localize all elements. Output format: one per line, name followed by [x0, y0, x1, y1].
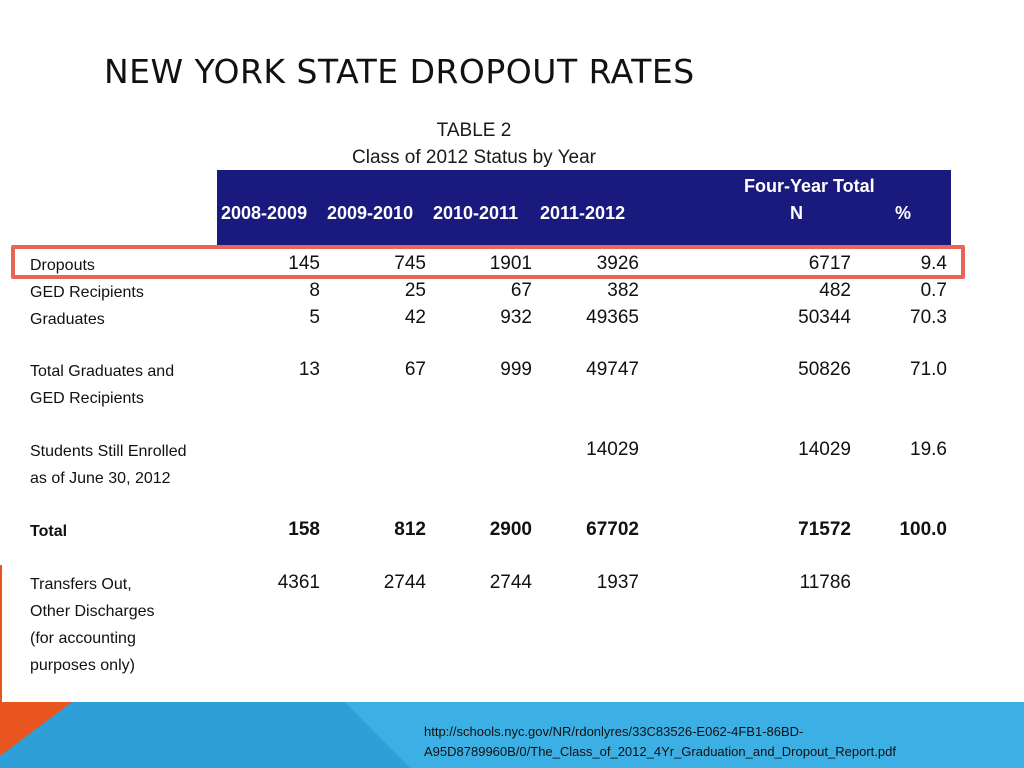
table-cell: 13: [298, 359, 320, 380]
table-cell: 5: [309, 307, 320, 328]
column-header-year: 2010-2011: [433, 203, 519, 223]
row-label: Total: [30, 523, 68, 540]
table-cell: 67: [510, 280, 532, 301]
table-cell: 42: [404, 307, 426, 328]
row-label: Other Discharges: [30, 603, 155, 620]
column-header-year: 2011-2012: [540, 203, 626, 223]
footer-dark-blue-shape: [0, 702, 410, 768]
table-cell: 745: [394, 253, 426, 274]
row-label: GED Recipients: [30, 284, 144, 301]
table-cell-percent: 0.7: [920, 280, 947, 301]
table-cell: 8: [309, 280, 320, 301]
table-header: [217, 170, 951, 248]
column-header-four-year-total: Four-Year Total: [744, 176, 875, 196]
source-url-line2[interactable]: A95D8789960B/0/The_Class_of_2012_4Yr_Gra…: [424, 744, 896, 759]
row-label: Graduates: [30, 311, 105, 328]
footer-band: [0, 702, 1024, 768]
row-label: Dropouts: [30, 257, 95, 274]
row-label: (for accounting: [30, 630, 136, 647]
table-cell-percent: 100.0: [899, 519, 947, 540]
table-cell: 3926: [596, 253, 639, 274]
table-cell-percent: 70.3: [910, 307, 947, 328]
table-cell: 25: [404, 280, 426, 301]
table-cell: 999: [500, 359, 532, 380]
column-header-percent: %: [895, 203, 912, 223]
table-cell-n: 11786: [799, 572, 851, 593]
table-cell: 2744: [383, 572, 426, 593]
row-label: as of June 30, 2012: [30, 470, 171, 487]
table-cell: 1937: [596, 572, 639, 593]
row-label: purposes only): [30, 657, 135, 674]
column-header-year: 2009-2010: [327, 203, 414, 223]
table-cell: 49365: [586, 307, 639, 328]
table-cell: 382: [607, 280, 639, 301]
row-label: GED Recipients: [30, 390, 144, 407]
table-cell-n: 71572: [798, 519, 851, 540]
table-cell-n: 482: [819, 280, 851, 301]
table-cell: 67: [404, 359, 426, 380]
table-cell: 49747: [586, 359, 639, 380]
table-cell-percent: 19.6: [910, 439, 947, 460]
table-cell: 2900: [489, 519, 532, 540]
table-cell: 2744: [489, 572, 532, 593]
table-cell: 1901: [489, 253, 532, 274]
table-cell-n: 6717: [808, 253, 851, 274]
table-cell-n: 50344: [798, 307, 851, 328]
table-cell: 67702: [586, 519, 639, 540]
row-label: Transfers Out,: [30, 576, 132, 593]
table-caption: TABLE 2: [436, 120, 512, 141]
row-label: Students Still Enrolled: [30, 443, 187, 460]
row-label: Total Graduates and: [30, 363, 175, 380]
table-cell-n: 14029: [798, 439, 851, 460]
table-subcaption: Class of 2012 Status by Year: [352, 147, 596, 168]
table-cell-percent: 71.0: [910, 359, 947, 380]
table-cell: 158: [288, 519, 320, 540]
table-cell: 812: [394, 519, 426, 540]
slide-title: New York State Dropout Rates: [104, 52, 695, 91]
left-accent-bar: [0, 565, 2, 702]
table-cell-percent: 9.4: [920, 253, 947, 274]
table-cell-n: 50826: [798, 359, 851, 380]
column-header-year: 2008-2009: [221, 203, 308, 223]
table-cell: 932: [500, 307, 532, 328]
footer-orange-shape: [0, 702, 72, 756]
table-cell: 14029: [586, 439, 639, 460]
table-cell: 4361: [277, 572, 320, 593]
column-header-n: N: [790, 203, 803, 223]
dropouts-highlight-box: [11, 245, 965, 279]
source-url-line1[interactable]: http://schools.nyc.gov/NR/rdonlyres/33C8…: [424, 724, 804, 739]
table-cell: 145: [288, 253, 320, 274]
